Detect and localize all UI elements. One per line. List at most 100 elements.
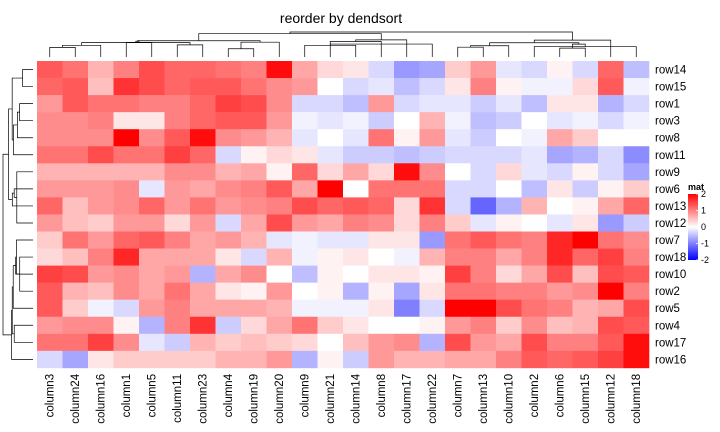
heatmap-cell [445, 299, 471, 318]
heatmap-cell [37, 333, 63, 352]
heatmap-cell [343, 350, 369, 369]
heatmap-cell [88, 231, 114, 249]
heatmap-cell [139, 129, 165, 147]
heatmap-cell [623, 265, 650, 283]
heatmap-cell [215, 231, 242, 249]
heatmap-cell [547, 163, 573, 181]
heatmap-cell [419, 350, 446, 369]
heatmap-cell [215, 129, 242, 147]
heatmap-cell [343, 316, 369, 335]
heatmap-cell [470, 61, 497, 79]
heatmap-cell [521, 248, 548, 266]
heatmap-cell [470, 197, 497, 215]
heatmap-cell [88, 282, 114, 300]
heatmap-cell [394, 95, 420, 113]
heatmap-cell [547, 316, 573, 335]
heatmap-cell [139, 78, 165, 96]
heatmap-cell [292, 282, 318, 300]
heatmap-cell [394, 78, 420, 96]
heatmap-cell [62, 282, 89, 300]
column-label: column22 [427, 374, 439, 424]
heatmap-cell [164, 61, 191, 79]
heatmap-cell [445, 78, 471, 96]
heatmap-cell [419, 231, 446, 249]
heatmap-cell [139, 265, 165, 283]
heatmap-cell [62, 146, 89, 164]
heatmap-cell [623, 214, 650, 232]
heatmap-cell [190, 78, 216, 96]
heatmap-cell [598, 112, 624, 130]
heatmap-cell [470, 350, 497, 369]
heatmap-cell [572, 180, 599, 198]
heatmap-cell [88, 333, 114, 352]
heatmap-cell [572, 248, 599, 266]
heatmap-cell [190, 214, 216, 232]
heatmap-cell [572, 95, 599, 113]
heatmap-cell [190, 316, 216, 335]
heatmap-cell [37, 231, 63, 249]
heatmap-cell [317, 180, 344, 198]
heatmap-cell [139, 61, 165, 79]
heatmap-cell [470, 282, 497, 300]
heatmap-cell [368, 231, 395, 249]
heatmap-cell [317, 299, 344, 318]
heatmap-cell [241, 95, 267, 113]
heatmap-cell [37, 61, 63, 79]
heatmap-cell [598, 129, 624, 147]
heatmap-cell [445, 248, 471, 266]
heatmap-cell [368, 248, 395, 266]
heatmap-cell [190, 180, 216, 198]
heatmap-cell [215, 299, 242, 318]
column-dendrogram [49, 31, 637, 57]
heatmap-cell [368, 129, 395, 147]
heatmap-cell [317, 282, 344, 300]
row-label: row14 [655, 65, 687, 77]
dendrogram-branch [533, 39, 612, 57]
heatmap-cell [266, 248, 293, 266]
heatmap-cell [266, 78, 293, 96]
heatmap-cell [88, 146, 114, 164]
heatmap-cell [521, 129, 548, 147]
dendrogram-branch [19, 103, 33, 122]
dendrogram-branch [125, 41, 153, 57]
heatmap-cell [88, 112, 114, 130]
heatmap-cell [190, 282, 216, 300]
heatmap-cell [394, 248, 420, 266]
heatmap-cell [572, 197, 599, 215]
heatmap-cell [623, 61, 650, 79]
heatmap-cell [62, 95, 89, 113]
chart-title: reorder by dendsort [280, 10, 402, 26]
heatmap-cell [572, 129, 599, 147]
heatmap-cell [623, 299, 650, 318]
heatmap-cell [521, 197, 548, 215]
column-label: column8 [376, 374, 388, 417]
heatmap-cell [113, 231, 140, 249]
heatmap-cell [139, 316, 165, 335]
heatmap-cell [113, 265, 140, 283]
heatmap-cell [598, 333, 624, 352]
heatmap-cell [343, 214, 369, 232]
heatmap-cell [37, 163, 63, 181]
row-label: row16 [655, 354, 686, 366]
heatmap-cell [521, 265, 548, 283]
heatmap-cell [547, 180, 573, 198]
dendrogram-branch [13, 188, 33, 198]
heatmap-cell [164, 316, 191, 335]
row-label: row15 [655, 82, 686, 94]
heatmap-cell [113, 299, 140, 318]
heatmap-cell [215, 163, 242, 181]
column-label: column14 [351, 373, 363, 423]
column-label: column23 [198, 374, 210, 424]
heatmap-cell [547, 333, 573, 352]
heatmap-cell [241, 146, 267, 164]
heatmap-cell [547, 112, 573, 130]
column-label: column9 [300, 374, 312, 417]
dendrogram-branch [355, 39, 408, 57]
heatmap-cell [368, 282, 395, 300]
heatmap-cell [470, 112, 497, 130]
heatmap-cell [496, 163, 522, 181]
heatmap-cell [37, 248, 63, 266]
heatmap-cell [496, 78, 522, 96]
column-label: column12 [606, 374, 618, 424]
heatmap-cell [62, 163, 89, 181]
